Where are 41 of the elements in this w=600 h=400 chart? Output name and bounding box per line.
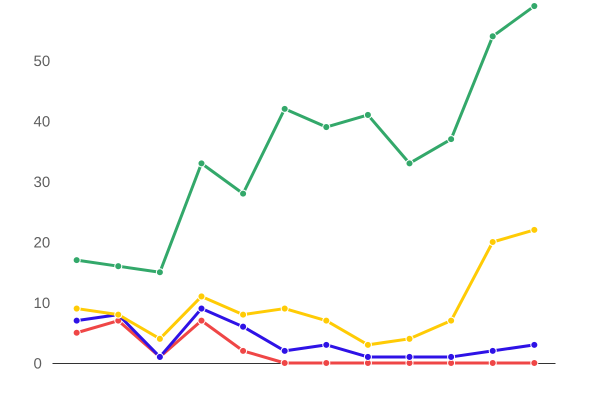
point	[197, 292, 206, 300]
point	[530, 340, 538, 349]
point	[488, 346, 497, 355]
point	[488, 32, 497, 40]
point	[322, 316, 330, 325]
point	[197, 316, 206, 325]
point	[280, 304, 289, 313]
point	[72, 256, 81, 264]
point	[197, 304, 206, 313]
point	[239, 322, 248, 331]
point	[156, 334, 164, 343]
y-tick-label: 50	[34, 53, 50, 70]
point	[364, 352, 372, 361]
point	[447, 352, 456, 361]
point	[197, 159, 206, 168]
point	[72, 328, 81, 337]
point	[447, 135, 456, 144]
y-tick-label: 0	[34, 356, 42, 372]
point	[322, 340, 330, 349]
point	[322, 123, 330, 132]
point	[530, 2, 538, 10]
point	[364, 110, 372, 119]
point	[280, 104, 289, 113]
y-tick-label: 20	[34, 234, 50, 252]
point	[405, 159, 414, 168]
point	[72, 316, 81, 325]
point	[114, 262, 122, 270]
point	[156, 268, 164, 276]
point	[280, 346, 289, 355]
point	[239, 190, 248, 198]
y-tick-label: 10	[34, 295, 50, 312]
point	[405, 334, 414, 343]
point	[72, 304, 81, 313]
point	[530, 226, 538, 234]
point	[405, 352, 414, 361]
y-tick-label: 40	[34, 114, 50, 130]
point	[447, 316, 456, 325]
point	[364, 340, 372, 349]
point	[239, 310, 248, 319]
y-tick-label: 30	[34, 174, 50, 191]
point	[239, 346, 248, 355]
